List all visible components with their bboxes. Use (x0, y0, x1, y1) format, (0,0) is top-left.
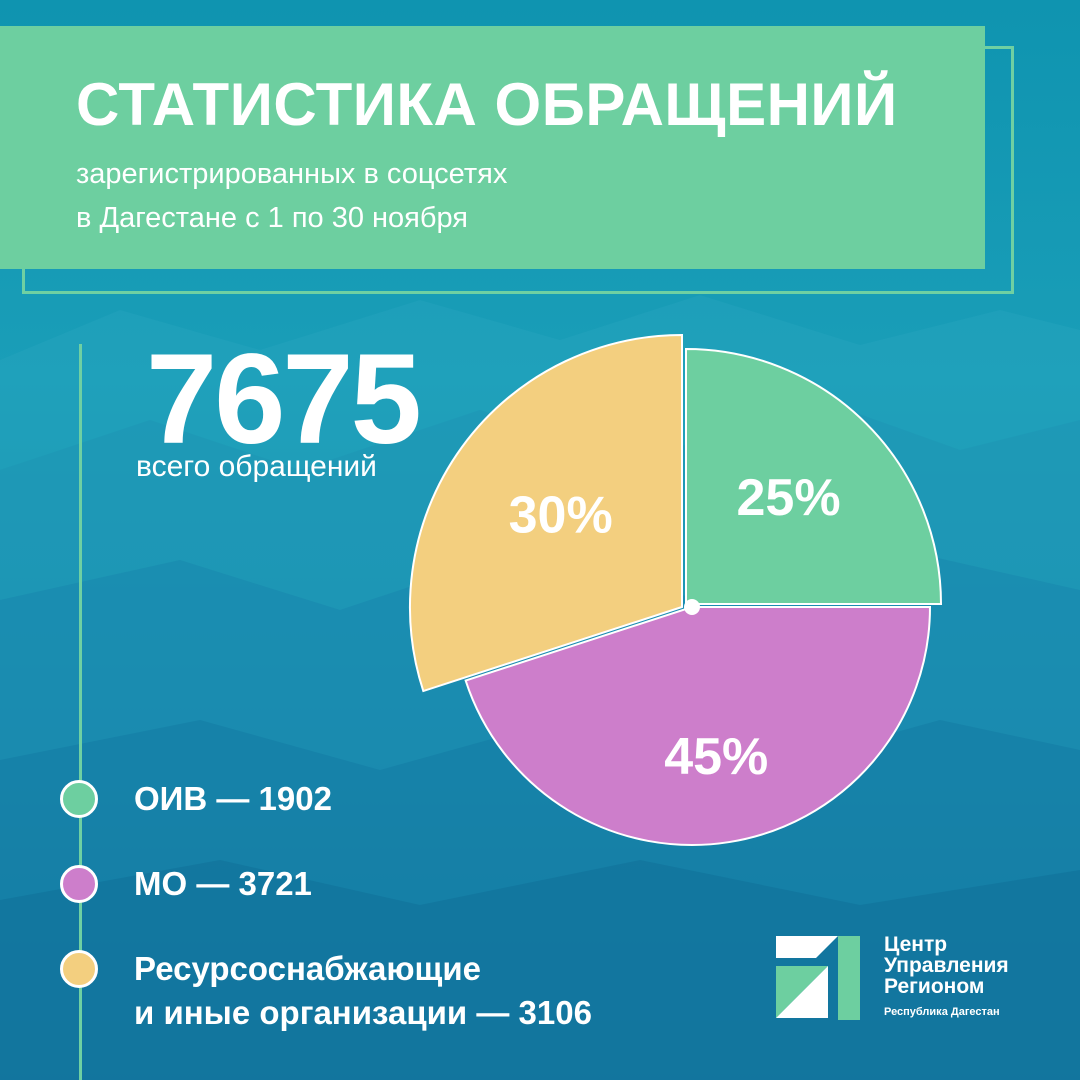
legend-dot-oiv (60, 780, 98, 818)
cur-logo-icon (776, 936, 860, 1020)
pie-slice-resource (409, 333, 683, 693)
pie-slice-oiv (685, 347, 943, 605)
page-title: СТАТИСТИКА ОБРАЩЕНИЙ (76, 71, 898, 138)
legend-label-resource: Ресурсоснабжающие и иные организации — 3… (134, 950, 592, 1031)
pie-label-oiv: 25% (736, 469, 840, 527)
legend-dot-resource (60, 950, 98, 988)
pie-chart: 25% 45% 30% (409, 333, 943, 846)
header-box (0, 26, 985, 269)
logo-region: Республика Дагестан (884, 1006, 1000, 1018)
legend-dot-mo (60, 865, 98, 903)
total-label: всего обращений (136, 450, 377, 483)
vertical-divider (79, 344, 82, 1080)
pie-label-resource: 30% (509, 487, 613, 545)
legend-item-mo: МО — 3721 (60, 865, 312, 906)
pie-label-mo: 45% (664, 728, 768, 786)
pie-slice-mo (464, 606, 932, 846)
legend-label-mo: МО — 3721 (134, 865, 312, 902)
legend-item-resource: Ресурсоснабжающие и иные организации — 3… (60, 950, 592, 1035)
pie-center-dot (684, 599, 700, 615)
logo-text: Центр Управления Регионом (884, 933, 1009, 998)
page-subtitle: зарегистрированных в соцсетях в Дагестан… (76, 158, 508, 234)
total-value: 7675 (146, 328, 422, 471)
legend-label-oiv: ОИВ — 1902 (134, 780, 332, 817)
legend-item-oiv: ОИВ — 1902 (60, 780, 332, 821)
